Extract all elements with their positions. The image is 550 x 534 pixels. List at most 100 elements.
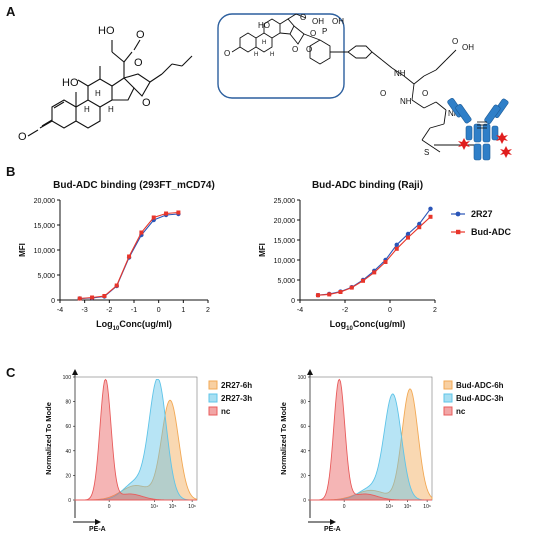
legend-swatch	[208, 393, 218, 403]
x-axis-arrow	[95, 519, 101, 525]
data-point-2r27	[428, 206, 433, 211]
label-adc-o2: O	[310, 29, 316, 38]
label-adc-s: S	[424, 148, 429, 157]
data-point-bud-adc	[164, 211, 169, 216]
histogram-nc	[309, 378, 432, 501]
x-tick-label: -4	[57, 307, 63, 314]
x-tick-label: 0	[343, 504, 346, 510]
budesonide-labels: HO O HO H H H O O O	[18, 25, 151, 143]
label-adc-h1: H	[262, 40, 266, 46]
data-point-bud-adc	[361, 278, 365, 283]
chart-title: Bud-ADC binding (Raji)	[312, 180, 423, 191]
y-axis-label: MFI	[258, 243, 267, 257]
binding-chart-raji: Bud-ADC binding (Raji) -4 -2 0 2 0 5,000 10,000…	[258, 180, 511, 332]
data-point-2r27	[394, 242, 399, 247]
y-tick-label: 20,000	[34, 198, 56, 205]
x-axis-label: PE-A	[324, 526, 341, 533]
y-tick-label: 80	[300, 400, 306, 406]
y-tick-label: 25,000	[274, 198, 296, 205]
label-adc-o-ketone: O	[224, 49, 230, 58]
label-adc-o4: O	[306, 45, 312, 54]
x-tick-label: 10⁶	[423, 504, 431, 510]
x-tick-label: 0	[157, 307, 161, 314]
x-tick-label: -1	[131, 307, 137, 314]
legend-marker	[455, 211, 461, 217]
data-point-bud-adc	[428, 214, 433, 219]
x-tick-label: 10⁴	[150, 504, 158, 510]
y-tick-label: 5,000	[277, 278, 295, 285]
legend-label: 2R27-6h	[221, 381, 252, 390]
label-h1: H	[95, 89, 101, 98]
y-axis-label: Normalized To Mode	[279, 402, 288, 475]
binding-chart-293ft: Bud-ADC binding (293FT_mCD74) -4 -3 -2 -1 0 1 2…	[18, 180, 215, 332]
label-adc-oh1: OH	[312, 17, 324, 26]
x-tick-label: -4	[297, 307, 303, 314]
x-axis-label: Log10Conc(ug/ml)	[330, 319, 406, 332]
y-tick-label: 5,000	[37, 273, 55, 280]
label-ho-ring: HO	[62, 77, 79, 89]
data-point-bud-adc	[139, 230, 144, 235]
label-adc-o5: O	[452, 37, 458, 46]
x-tick-label: 10⁵	[169, 504, 177, 510]
payload-star-icons	[458, 132, 512, 158]
y-tick-label: 0	[291, 298, 295, 305]
legend-label: Bud-ADC	[471, 227, 511, 237]
chart-title: Bud-ADC binding (293FT_mCD74)	[53, 180, 215, 191]
y-tick-label: 0	[51, 298, 55, 305]
y-tick-label: 60	[300, 424, 306, 430]
x-tick-label: 10⁵	[404, 504, 412, 510]
label-adc-o7: O	[422, 89, 428, 98]
data-point-bud-adc	[127, 254, 132, 259]
label-o-top: O	[136, 29, 145, 41]
label-adc-oh-acid: OH	[462, 43, 474, 52]
data-point-bud-adc	[316, 293, 320, 298]
x-tick-label: -3	[82, 307, 88, 314]
data-point-bud-adc	[394, 246, 399, 251]
budesonide-structure	[27, 39, 193, 137]
x-tick-label: -2	[106, 307, 112, 314]
x-tick-label: -2	[342, 307, 348, 314]
label-h2: H	[108, 105, 114, 114]
y-tick-label: 10,000	[34, 248, 56, 255]
data-point-bud-adc	[383, 260, 388, 264]
y-axis-label: Normalized To Mode	[44, 402, 53, 475]
label-h3: H	[84, 105, 90, 114]
histogram-nc	[75, 378, 197, 501]
legend-swatch	[208, 406, 218, 416]
label-o-ketone: O	[18, 131, 27, 143]
x-axis-arrow	[330, 519, 336, 525]
legend-label: Bud-ADC-6h	[456, 381, 504, 390]
series-line	[317, 208, 431, 296]
legend-label: nc	[456, 407, 466, 416]
data-point-bud-adc	[406, 235, 410, 240]
y-tick-label: 15,000	[274, 238, 296, 245]
x-axis-label: PE-A	[89, 526, 106, 533]
legend-swatch	[443, 393, 453, 403]
label-o-ring1: O	[134, 57, 143, 69]
data-point-bud-adc	[151, 215, 156, 220]
y-tick-label: 60	[65, 424, 71, 430]
label-adc-ho: HO	[258, 21, 270, 30]
x-tick-label: 10⁶	[188, 504, 196, 510]
legend-swatch	[208, 380, 218, 390]
label-adc-o6: O	[380, 89, 386, 98]
y-tick-label: 10,000	[274, 258, 296, 265]
data-point-bud-adc	[349, 285, 354, 290]
label-adc-h2: H	[270, 52, 274, 58]
legend-swatch	[443, 406, 453, 416]
legend-label: Bud-ADC-3h	[456, 394, 504, 403]
y-tick-label: 40	[300, 449, 306, 455]
x-tick-label: 2	[206, 307, 210, 314]
data-point-bud-adc	[417, 225, 422, 230]
legend-label: 2R27-3h	[221, 394, 252, 403]
data-point-bud-adc	[114, 283, 119, 288]
label-adc-p: P	[322, 27, 327, 36]
legend-label: 2R27	[471, 209, 493, 219]
label-adc-nh1: NH	[394, 69, 406, 78]
x-tick-label: 0	[388, 307, 392, 314]
payload-highlight-box	[217, 13, 345, 99]
x-tick-label: 1	[181, 307, 185, 314]
data-point-bud-adc	[90, 295, 95, 300]
adc-labels: O HO OH OH P O O O O H H H NH NH NH OH O…	[224, 13, 474, 157]
